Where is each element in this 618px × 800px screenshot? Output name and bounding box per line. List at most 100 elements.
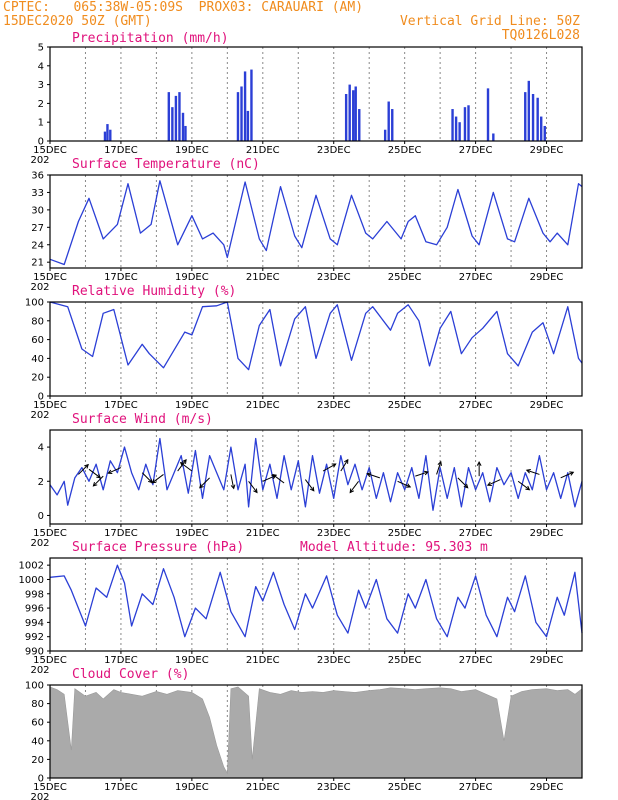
panel-3-ytick-label: 100	[25, 298, 44, 309]
panel-1-precip-bar	[524, 92, 527, 141]
panel-5-frame	[49, 557, 583, 652]
panel-4-wind-arrow	[322, 463, 336, 472]
panel-5-xtick-label: 21DEC	[246, 655, 280, 666]
panel-5-xtick-label: 29DEC	[530, 655, 564, 666]
panel-4-wind-arrowhead	[463, 483, 469, 489]
panel-6-xtick-label: 29DEC	[530, 782, 564, 793]
panel-4-wind-arrowhead	[525, 469, 531, 474]
panel-1-precip-bar	[540, 116, 543, 141]
panel-5-xtick-label: 23DEC	[317, 655, 351, 666]
panel-1-precip-bar	[387, 101, 390, 141]
panel-2-ytick-label: 27	[31, 223, 44, 234]
panel-4-frame	[49, 429, 583, 525]
panel-6-xtick-label: 15DEC	[33, 782, 67, 793]
panel-4-wind-arrowhead	[253, 488, 258, 494]
panel-5-xtick-label: 17DEC	[104, 655, 138, 666]
panel-6-frame	[49, 684, 583, 779]
panel-2-ytick-label: 33	[31, 188, 44, 199]
panel-2-xtick-label: 19DEC	[175, 272, 209, 283]
panel-1-precip-bar	[451, 109, 454, 141]
panel-3-xtick-label: 25DEC	[388, 400, 422, 411]
panel-2-xtick-label: 17DEC	[104, 272, 138, 283]
panel-5-ytick-label: 992	[25, 632, 44, 643]
panel-4-wind-arrowhead	[92, 481, 98, 487]
panel-4-wind-arrow	[141, 472, 153, 483]
panel-6-cloud-area	[49, 686, 583, 779]
panel-6-xtick-label: 25DEC	[388, 782, 422, 793]
panel-1-precip-bar	[358, 109, 361, 141]
panel-6-title: Cloud Cover (%)	[72, 667, 189, 682]
panel-4-wind-arrowhead	[486, 481, 492, 486]
panel-1-precip-bar	[171, 107, 174, 141]
panel-1-precip-bar	[492, 133, 495, 141]
panel-4-wind-arrow	[180, 462, 193, 472]
panel-4-wind-arrowhead	[199, 483, 204, 489]
header-date: 15DEC2020 50Z (GMT)	[3, 14, 152, 29]
panel-2-xtick-label: 25DEC	[388, 272, 422, 283]
panel-5-annotation: Model Altitude: 95.303 m	[300, 540, 488, 555]
panel-4-wind-arrowhead	[437, 460, 442, 466]
panel-1-xtick-label: 15DEC	[33, 145, 67, 156]
panel-1-precip-bar	[536, 97, 539, 141]
panel-1-precip-bar	[391, 109, 394, 141]
panel-3-xtick-label: 17DEC	[104, 400, 138, 411]
panel-5-ytick-label: 998	[25, 589, 44, 600]
panel-4-wind-arrow	[304, 479, 315, 492]
panel-5-ytick-label: 990	[25, 647, 44, 658]
panel-3-xtick-label: 23DEC	[317, 400, 351, 411]
panel-4-wind-arrowhead	[525, 485, 531, 491]
panel-4-wind-arrow	[93, 475, 104, 487]
panel-1-precip-bar	[167, 92, 171, 141]
panel-6-year-label: 202	[30, 792, 49, 800]
panel-1-precip-bar	[348, 84, 351, 141]
panel-1-xtick-label: 23DEC	[317, 145, 351, 156]
panel-6-ytick-label: 40	[31, 736, 44, 747]
panel-1-precip-bar	[543, 125, 546, 141]
panel-1-ytick-label: 3	[38, 80, 44, 91]
panel-3-xtick-label: 19DEC	[175, 400, 209, 411]
panel-5-xtick-label: 15DEC	[33, 655, 67, 666]
panel-4-wind-arrow	[248, 480, 258, 493]
panel-1-precip-bar	[240, 86, 243, 141]
panel-2-ytick-label: 36	[31, 171, 44, 182]
panel-3-xtick-label: 29DEC	[530, 400, 564, 411]
panel-3-xtick-label: 21DEC	[246, 400, 280, 411]
panel-4-wind-arrowhead	[406, 483, 412, 488]
panel-1-precip-bar	[106, 124, 109, 141]
panel-4-wind-arrow	[487, 479, 501, 486]
panel-1-precip-bar	[178, 92, 181, 141]
panel-4-series-line	[49, 437, 583, 511]
header-title: CPTEC: 065:38W-05:09S PROX03: CARAUARI (…	[3, 0, 364, 15]
panel-4-wind-arrow	[272, 474, 285, 484]
panel-1-xtick-label: 21DEC	[246, 145, 280, 156]
panel-2-xtick-label: 23DEC	[317, 272, 351, 283]
panel-5-xtick-label: 27DEC	[459, 655, 493, 666]
panel-1-xtick-label: 17DEC	[104, 145, 138, 156]
panel-4-wind-arrowhead	[151, 478, 157, 484]
panel-4-xtick-label: 21DEC	[246, 528, 280, 539]
panel-1-precip-bar	[527, 80, 530, 141]
panel-4-wind-arrow	[415, 471, 429, 477]
panel-4-xtick-label: 17DEC	[104, 528, 138, 539]
panel-4-wind-arrowhead	[331, 463, 337, 468]
panel-1-precip-bar	[250, 69, 253, 141]
panel-1-precip-bar	[236, 92, 240, 141]
panel-1-precip-bar	[243, 71, 247, 141]
panel-3-ytick-label: 40	[31, 354, 44, 365]
panel-4-wind-arrowhead	[423, 470, 429, 476]
panel-5-plot-area	[50, 558, 582, 651]
panel-4-xtick-label: 19DEC	[175, 528, 209, 539]
panel-4-ytick-label: 4	[38, 443, 44, 454]
panel-1-precip-bar	[458, 122, 461, 141]
panel-4-xtick-label: 25DEC	[388, 528, 422, 539]
panel-3-ytick-label: 20	[31, 373, 44, 384]
panel-1-precip-bar	[181, 112, 185, 141]
panel-2-ytick-label: 21	[31, 258, 44, 269]
panel-4-wind-arrow	[436, 461, 442, 475]
panel-1-precip-bar	[354, 86, 357, 141]
panel-5-ytick-label: 996	[25, 604, 44, 615]
panel-4-wind-arrowhead	[349, 488, 355, 494]
panel-4-wind-arrow	[199, 477, 210, 489]
header-grid-note: Vertical Grid Line: 50Z	[399, 14, 580, 29]
